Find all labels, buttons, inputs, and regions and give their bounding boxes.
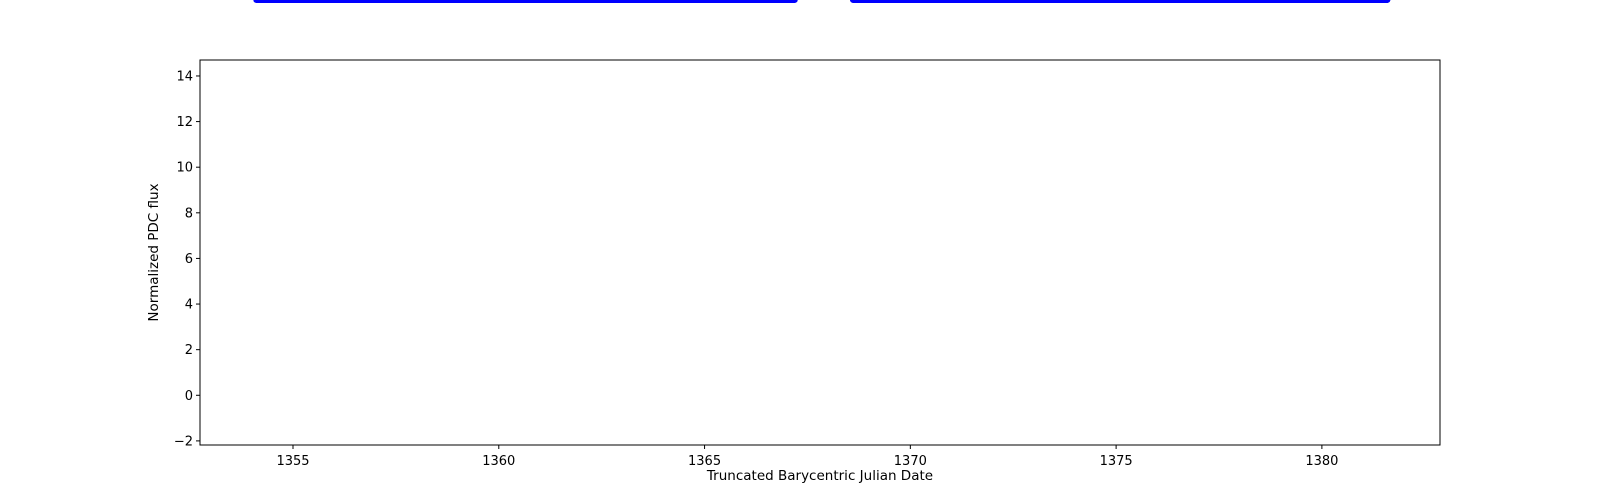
figure: 1355 1360 1365 1370 1375 1380 −2 0 2 4 6 8 10 12 14 T…: [0, 0, 1600, 500]
figure-background: [0, 0, 1600, 500]
